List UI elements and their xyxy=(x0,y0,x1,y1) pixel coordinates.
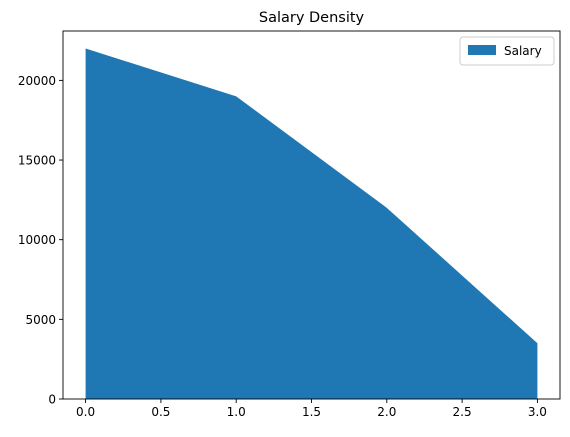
x-tick-label: 0.0 xyxy=(76,405,95,419)
y-tick-label: 20000 xyxy=(18,74,56,88)
legend-label: Salary xyxy=(504,44,542,58)
plot-area xyxy=(86,49,538,399)
chart-title: Salary Density xyxy=(259,10,365,26)
legend-swatch xyxy=(468,45,496,55)
x-tick-label: 1.0 xyxy=(227,405,246,419)
x-tick-label: 2.5 xyxy=(453,405,472,419)
y-tick-label: 10000 xyxy=(18,233,56,247)
y-tick-label: 5000 xyxy=(25,313,56,327)
x-tick-label: 2.0 xyxy=(377,405,396,419)
legend: Salary xyxy=(460,37,554,65)
area-series-1 xyxy=(86,49,538,399)
x-tick-label: 0.5 xyxy=(151,405,170,419)
y-tick-label: 0 xyxy=(48,393,56,407)
y-tick-label: 15000 xyxy=(18,154,56,168)
x-tick-label: 3.0 xyxy=(528,405,547,419)
x-tick-label: 1.5 xyxy=(302,405,321,419)
